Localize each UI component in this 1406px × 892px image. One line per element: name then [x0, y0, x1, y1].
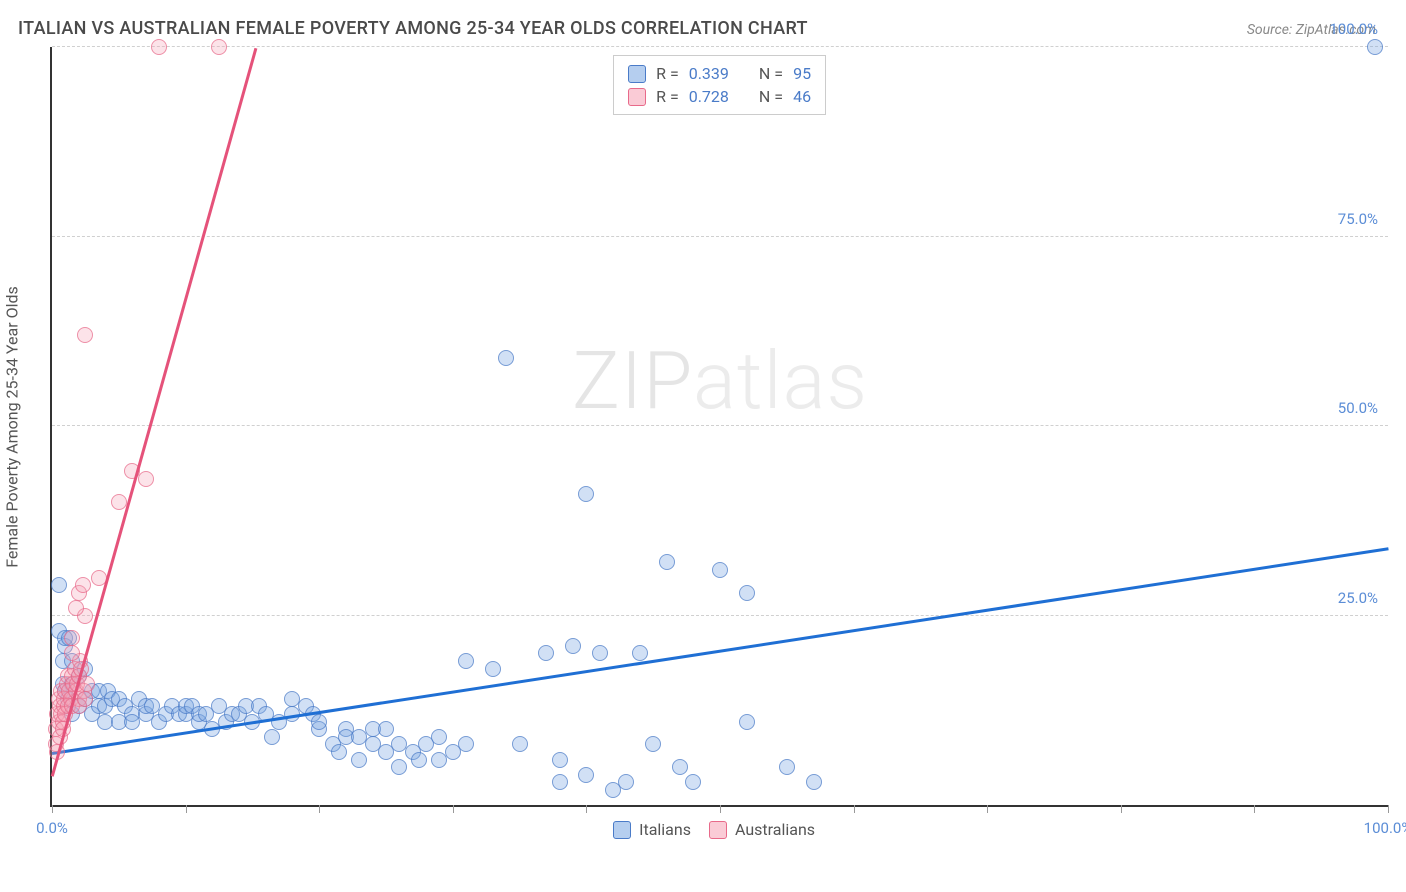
watermark-part2: atlas: [693, 334, 868, 428]
x-tick: [720, 805, 721, 813]
data-point: [331, 744, 347, 760]
correlation-legend: R = 0.339 N = 95 R = 0.728 N = 46: [613, 55, 826, 115]
data-point: [351, 752, 367, 768]
scatter-plot: ZIPatlas R = 0.339 N = 95 R = 0.728 N = …: [50, 47, 1388, 807]
data-point: [64, 630, 80, 646]
n-label: N =: [759, 87, 783, 106]
trend-line: [51, 48, 257, 776]
x-tick: [1254, 805, 1255, 813]
swatch-pink-icon: [628, 88, 646, 106]
legend-row-italians: R = 0.339 N = 95: [628, 62, 811, 85]
data-point: [75, 577, 91, 593]
x-tick: [1121, 805, 1122, 813]
data-point: [552, 774, 568, 790]
source-prefix: Source:: [1247, 22, 1296, 38]
data-point: [51, 577, 67, 593]
swatch-blue-icon: [628, 65, 646, 83]
data-point: [592, 645, 608, 661]
data-point: [458, 653, 474, 669]
data-point: [111, 494, 127, 510]
chart-container: Female Poverty Among 25-34 Year Olds ZIP…: [18, 47, 1388, 807]
x-tick: [453, 805, 454, 813]
y-tick-label: 100.0%: [1329, 20, 1378, 38]
y-axis-label: Female Poverty Among 25-34 Year Olds: [3, 286, 22, 568]
legend-label: Australians: [735, 820, 815, 839]
data-point: [739, 585, 755, 601]
series-legend: Italians Australians: [613, 820, 815, 839]
legend-item-italians: Italians: [613, 820, 691, 839]
data-point: [211, 39, 227, 55]
n-label: N =: [759, 64, 783, 83]
data-point: [739, 714, 755, 730]
data-point: [512, 736, 528, 752]
x-tick: [854, 805, 855, 813]
r-value-italians: 0.339: [689, 64, 729, 83]
x-tick: [319, 805, 320, 813]
x-tick: [186, 805, 187, 813]
data-point: [64, 645, 80, 661]
data-point: [806, 774, 822, 790]
x-tick-label: 100.0%: [1364, 819, 1406, 837]
gridline: [52, 425, 1388, 426]
legend-item-australians: Australians: [709, 820, 815, 839]
data-point: [578, 767, 594, 783]
data-point: [411, 752, 427, 768]
x-tick-label: 0.0%: [36, 819, 68, 837]
watermark-part1: ZIP: [572, 334, 693, 428]
data-point: [498, 350, 514, 366]
data-point: [552, 752, 568, 768]
swatch-blue-icon: [613, 821, 631, 839]
data-point: [645, 736, 661, 752]
data-point: [538, 645, 554, 661]
data-point: [458, 736, 474, 752]
y-tick-label: 50.0%: [1338, 399, 1378, 417]
data-point: [1367, 39, 1383, 55]
data-point: [378, 721, 394, 737]
data-point: [431, 729, 447, 745]
r-label: R =: [656, 64, 679, 83]
watermark: ZIPatlas: [572, 334, 868, 428]
data-point: [79, 676, 95, 692]
data-point: [264, 729, 280, 745]
x-tick: [987, 805, 988, 813]
swatch-pink-icon: [709, 821, 727, 839]
r-value-australians: 0.728: [689, 87, 729, 106]
data-point: [712, 562, 728, 578]
data-point: [659, 554, 675, 570]
n-value-australians: 46: [793, 87, 811, 106]
chart-title: ITALIAN VS AUSTRALIAN FEMALE POVERTY AMO…: [18, 18, 808, 39]
data-point: [618, 774, 634, 790]
x-tick: [1388, 805, 1389, 813]
x-tick: [586, 805, 587, 813]
data-point: [672, 759, 688, 775]
data-point: [578, 486, 594, 502]
data-point: [68, 600, 84, 616]
r-label: R =: [656, 87, 679, 106]
data-point: [485, 661, 501, 677]
trend-line: [52, 547, 1388, 754]
data-point: [779, 759, 795, 775]
data-point: [77, 327, 93, 343]
legend-label: Italians: [639, 820, 691, 839]
n-value-italians: 95: [793, 64, 811, 83]
y-tick-label: 25.0%: [1338, 589, 1378, 607]
data-point: [685, 774, 701, 790]
data-point: [391, 759, 407, 775]
gridline: [52, 236, 1388, 237]
data-point: [311, 714, 327, 730]
data-point: [77, 691, 93, 707]
data-point: [632, 645, 648, 661]
legend-row-australians: R = 0.728 N = 46: [628, 85, 811, 108]
gridline: [52, 615, 1388, 616]
y-tick-label: 75.0%: [1338, 210, 1378, 228]
gridline: [52, 46, 1388, 47]
x-tick: [52, 805, 53, 813]
data-point: [151, 39, 167, 55]
data-point: [138, 471, 154, 487]
data-point: [565, 638, 581, 654]
